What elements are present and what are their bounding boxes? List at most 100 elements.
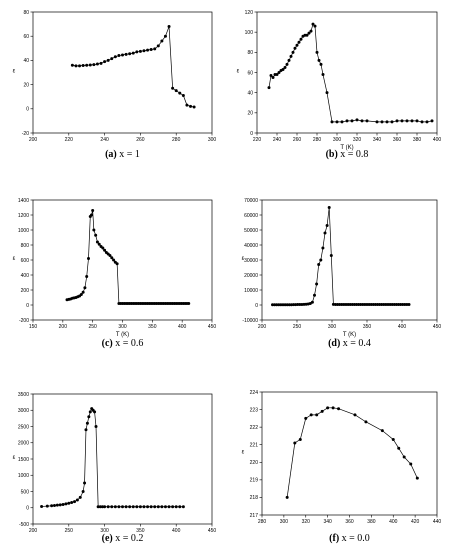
data-point [378,303,382,307]
data-point [67,501,71,505]
x-axis-label: T (K) [343,332,356,338]
x-tick-label: 420 [411,519,420,525]
y-axis-label: ε [13,256,16,262]
x-axis-label: T (K) [116,332,129,338]
data-point [315,50,319,54]
data-point [350,119,354,123]
data-point [369,303,373,307]
data-point [309,413,313,417]
y-tick-label: 222 [250,425,259,431]
panel-caption: (d) x = 0.4 [328,338,371,349]
data-point [299,37,303,41]
data-point [336,303,340,307]
y-tick-label: 2000 [18,441,29,447]
data-point [344,303,348,307]
y-tick-label: 30000 [244,258,258,264]
data-point [163,34,167,38]
data-point [64,502,68,506]
data-point [307,31,311,35]
data-point [75,498,79,502]
data-point [337,407,341,411]
x-tick-label: 400 [398,324,407,330]
data-point [415,119,419,123]
data-point [87,415,91,419]
data-point [353,413,357,417]
data-point [359,303,363,307]
data-point [55,503,59,507]
data-point [160,39,164,43]
data-point [92,228,96,232]
panel-caption: (c) x = 0.6 [102,338,144,349]
data-point [93,410,97,414]
data-point [380,429,384,433]
data-point [287,58,291,62]
x-tick-label: 240 [100,137,109,143]
x-tick-label: 250 [88,324,97,330]
y-axis-label: ε [242,256,245,262]
y-tick-label: 1500 [18,457,29,463]
data-point [425,120,429,124]
y-tick-label: 600 [21,258,30,264]
y-tick-label: 224 [250,390,259,396]
data-point [352,303,356,307]
y-tick-label: 400 [21,273,30,279]
y-axis-label: ε [242,450,245,456]
data-point [192,105,196,109]
chart-panel-b: 220 240 260 280 300 320 340 360 380 400 0 20 40 60 80 1… [237,10,442,160]
data-point [58,503,62,507]
data-point [335,120,339,124]
data-point [153,505,157,509]
data-point [81,63,85,67]
data-point [289,54,293,58]
chart-panel-f: 280 300 320 340 360 380 400 420 440 217 218 219 220 2… [242,390,442,544]
data-point [110,505,114,509]
data-point [92,63,96,67]
data-point [340,120,344,124]
data-point [121,505,124,509]
data-point [81,290,85,294]
data-point [380,303,384,307]
data-point [375,120,379,124]
data-point [315,413,319,417]
data-point [91,209,95,212]
data-point [275,73,279,77]
data-point [319,62,323,66]
x-tick-label: 220 [253,137,262,143]
y-axis-label: ε [13,69,16,75]
x-tick-label: 150 [29,324,38,330]
data-point [146,48,150,52]
data-point [281,303,285,307]
data-point [171,86,175,90]
series-line [286,407,418,498]
caption-text: x = 0.0 [339,533,370,544]
data-point [128,505,132,509]
panel-caption: (a) x = 1 [105,149,140,160]
data-point [313,293,316,297]
data-point [97,242,101,246]
y-tick-label: 80 [23,10,29,16]
y-tick-label: 40 [23,58,29,64]
caption-text: x = 1 [117,149,140,160]
y-tick-label: 1400 [18,198,29,204]
data-point [300,302,304,306]
data-point [70,501,74,505]
data-point [392,303,396,307]
data-point [88,63,92,67]
data-point [395,119,399,123]
data-point [187,302,191,305]
y-tick-label: 3000 [18,408,29,414]
y-axis-label: ε [13,455,16,461]
x-tick-label: 200 [59,324,68,330]
data-point [171,505,175,509]
data-point [138,505,142,509]
x-tick-label: 340 [373,137,382,143]
data-point [405,303,409,307]
x-tick-label: 260 [136,137,145,143]
y-tick-label: 70000 [244,198,258,204]
x-tick-label: 340 [323,519,332,525]
x-tick-label: 300 [333,137,342,143]
data-point [50,504,54,508]
data-point [295,43,299,47]
caption-letter: (c) [102,338,113,349]
data-point [142,505,146,509]
